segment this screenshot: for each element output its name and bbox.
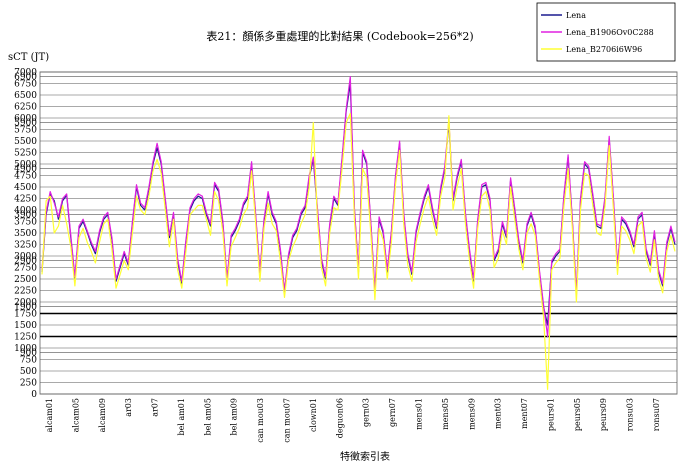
- x-tick-label: ronsu07: [652, 398, 661, 431]
- x-tick-label: can mou07: [283, 398, 292, 443]
- y-tick-label: 2900: [14, 257, 37, 267]
- y-tick-label: 5500: [14, 137, 37, 147]
- y-tick-label: 3250: [14, 241, 37, 251]
- legend-entry: Lena_B1906Ov0C288: [566, 28, 654, 37]
- y-tick-label: 3750: [14, 218, 37, 228]
- x-tick-label: bel am01: [177, 398, 186, 436]
- x-tick-label: gern07: [388, 398, 397, 427]
- y-tick-label: 4750: [14, 172, 37, 182]
- x-tick-label: mens01: [414, 398, 423, 430]
- y-tick-label: 4250: [14, 195, 37, 205]
- x-tick-label: alcam05: [71, 398, 80, 432]
- y-tick-label: 1000: [14, 344, 37, 354]
- y-tick-label: 2250: [14, 287, 37, 297]
- y-tick-label: 5250: [14, 149, 37, 159]
- x-tick-label: gern03: [362, 398, 371, 427]
- x-tick-label: deguon06: [335, 398, 344, 438]
- legend-entry: Lena_B2706i6W96: [566, 45, 642, 54]
- y-tick-label: 6500: [14, 91, 37, 101]
- y-tick-label: 6250: [14, 103, 37, 113]
- legend: Lena Lena_B1906Ov0C288 Lena_B2706i6W96: [536, 2, 676, 62]
- x-tick-label: peurs09: [599, 398, 608, 431]
- series-lines: [41, 75, 676, 390]
- x-axis-label: 特徵索引表: [340, 450, 390, 463]
- x-tick-label: peurs01: [546, 398, 555, 431]
- x-tick-label: can mou03: [256, 398, 265, 443]
- x-tick-label: bel am09: [230, 398, 239, 436]
- y-tick-label: 3000: [14, 252, 37, 262]
- y-tick-label: 2000: [14, 298, 37, 308]
- x-tick-label: mens05: [441, 398, 450, 430]
- y-tick-label: 500: [20, 367, 37, 377]
- y-tick-label: 1900: [14, 303, 37, 313]
- y-tick-label: 5000: [14, 160, 37, 170]
- x-tick-label: alcam09: [98, 398, 107, 432]
- y-tick-label: 6900: [14, 73, 37, 83]
- y-tick-label: 1250: [14, 333, 37, 343]
- x-tick-label: mens09: [467, 398, 476, 430]
- y-tick-label: 6000: [14, 114, 37, 124]
- y-tick-label: 2750: [14, 264, 37, 274]
- series-line: [41, 112, 676, 390]
- x-tick-label: peurs05: [573, 398, 582, 431]
- legend-entry: Lena: [566, 11, 586, 20]
- x-tick-label: ar03: [124, 398, 133, 417]
- x-tick-label: alcam01: [45, 398, 54, 432]
- y-tick-label: 5900: [14, 119, 37, 129]
- y-tick-label: 900: [20, 349, 37, 359]
- y-tick-label: 5750: [14, 126, 37, 136]
- chart-title: 表21：顏係多重處理的比對結果 (Codebook=256*2): [206, 29, 473, 43]
- y-tick-label: 2500: [14, 275, 37, 285]
- y-tick-label: 1500: [14, 321, 37, 331]
- x-axis-ticks: alcam01 alcam05 alcam09 ar03 ar07 bel am01 bel…: [45, 398, 661, 443]
- y-tick-label: 3500: [14, 229, 37, 239]
- y-tick-label: 4500: [14, 183, 37, 193]
- y-tick-label: 4000: [14, 206, 37, 216]
- y-tick-label: 3900: [14, 211, 37, 221]
- y-tick-label: 7000: [14, 68, 37, 78]
- x-tick-label: bel am05: [203, 398, 212, 436]
- y-axis-label: sCT (JT): [8, 52, 49, 63]
- y-tick-label: 250: [20, 379, 37, 389]
- x-tick-label: clown01: [309, 398, 318, 432]
- x-tick-label: ronsu03: [626, 398, 635, 431]
- y-tick-label: 1750: [14, 310, 37, 320]
- x-tick-label: ment07: [520, 398, 529, 429]
- y-tick-label: 750: [20, 356, 37, 366]
- x-tick-label: ar07: [151, 398, 160, 417]
- y-tick-label: 6750: [14, 80, 37, 90]
- y-tick-label: 4900: [14, 165, 37, 175]
- y-tick-label: 0: [31, 390, 37, 400]
- x-tick-label: ment03: [494, 398, 503, 429]
